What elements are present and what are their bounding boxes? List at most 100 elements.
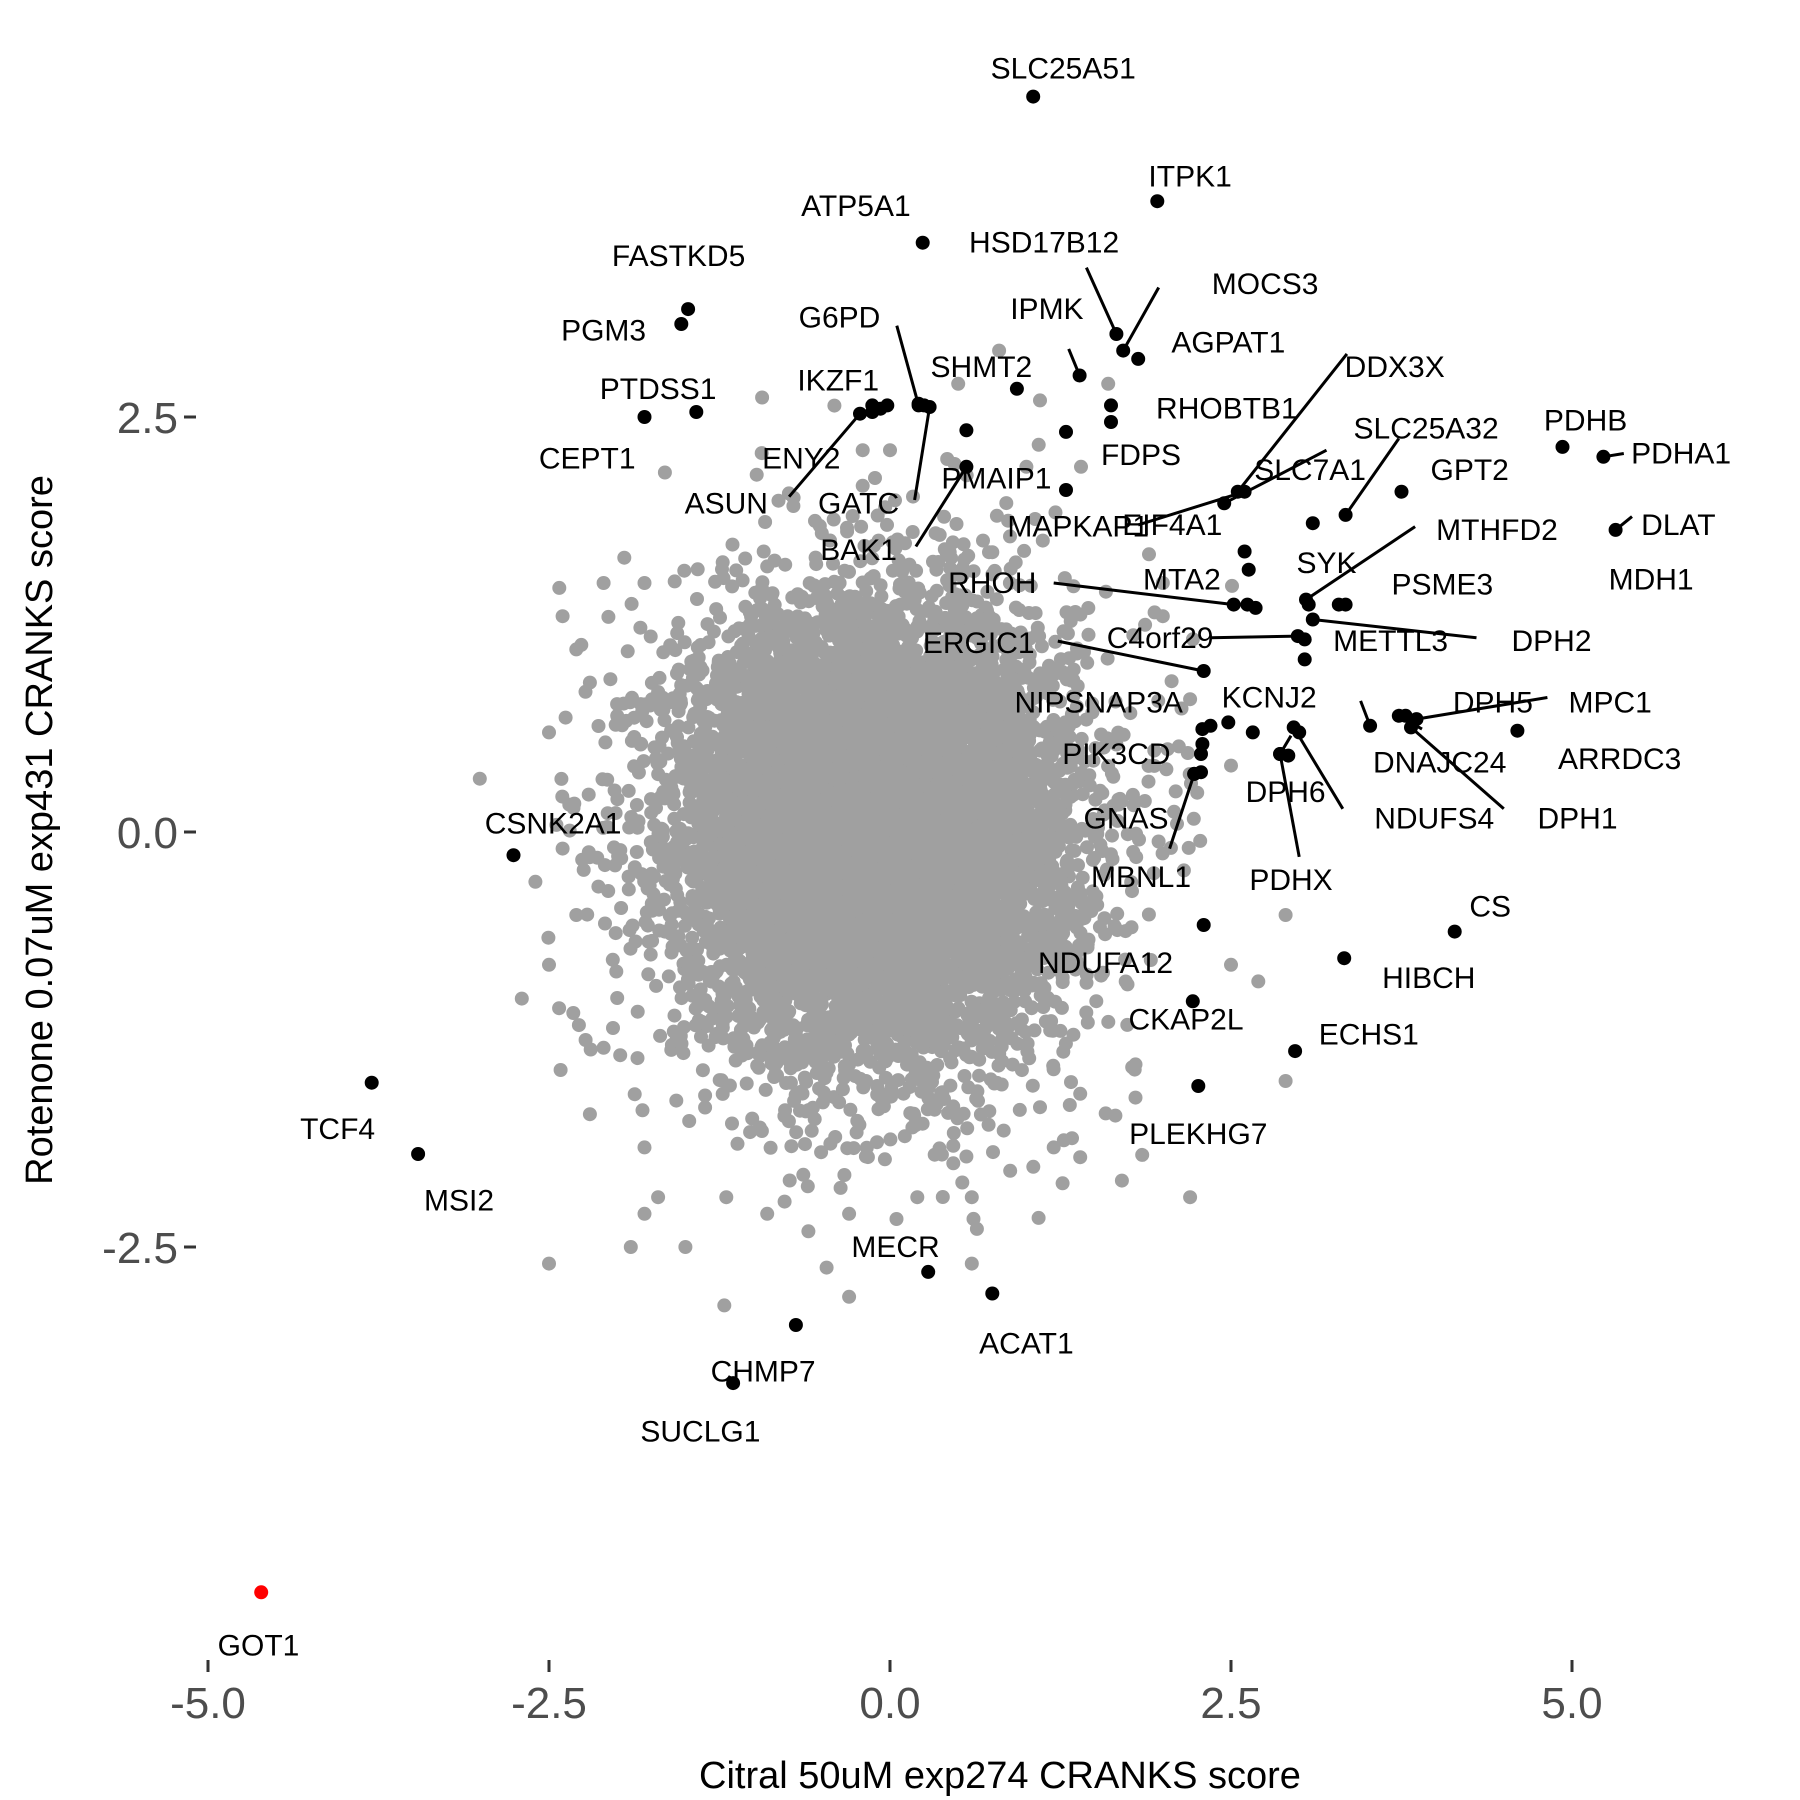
background-point bbox=[758, 515, 773, 529]
background-point bbox=[853, 554, 868, 569]
background-point bbox=[581, 787, 596, 802]
background-point bbox=[656, 645, 671, 660]
background-point bbox=[629, 798, 644, 812]
background-point bbox=[695, 1063, 710, 1078]
background-point bbox=[1094, 727, 1109, 742]
background-point bbox=[649, 978, 664, 993]
background-point bbox=[778, 557, 793, 572]
background-point bbox=[905, 525, 920, 539]
background-point bbox=[826, 556, 840, 571]
background-point bbox=[623, 941, 638, 956]
background-point bbox=[784, 1139, 799, 1154]
background-point bbox=[541, 930, 556, 945]
background-point bbox=[955, 1175, 970, 1190]
background-point bbox=[999, 496, 1014, 511]
background-point bbox=[1108, 694, 1123, 709]
background-point bbox=[666, 1024, 681, 1039]
background-point bbox=[1106, 769, 1121, 784]
background-point bbox=[554, 771, 569, 786]
background-point bbox=[698, 1088, 713, 1103]
background-point bbox=[1155, 846, 1170, 861]
background-point bbox=[743, 1125, 758, 1140]
background-point bbox=[730, 1136, 745, 1151]
background-point bbox=[614, 901, 629, 915]
background-point bbox=[1002, 576, 1017, 590]
background-point bbox=[935, 1190, 950, 1204]
background-point bbox=[758, 1082, 773, 1097]
background-point bbox=[690, 562, 705, 577]
background-point bbox=[1012, 1102, 1027, 1117]
background-point bbox=[889, 1212, 904, 1226]
background-point bbox=[853, 1071, 868, 1086]
background-point bbox=[678, 918, 692, 933]
background-points-layer bbox=[472, 343, 1293, 1313]
background-point bbox=[691, 650, 706, 665]
background-point bbox=[571, 1018, 586, 1033]
background-point bbox=[641, 967, 656, 982]
background-point bbox=[598, 735, 613, 750]
background-point bbox=[797, 1070, 812, 1085]
background-point bbox=[745, 1111, 760, 1126]
background-point bbox=[937, 509, 952, 524]
background-point bbox=[1125, 787, 1140, 802]
background-point bbox=[833, 1180, 848, 1195]
background-point bbox=[1110, 906, 1125, 921]
background-point bbox=[906, 489, 920, 504]
background-point bbox=[961, 548, 976, 563]
background-point bbox=[669, 1093, 684, 1108]
background-point bbox=[1073, 1150, 1088, 1165]
background-point bbox=[946, 1099, 961, 1114]
background-point bbox=[956, 537, 971, 552]
background-point bbox=[677, 563, 692, 578]
background-point bbox=[981, 1117, 996, 1132]
background-point bbox=[682, 795, 697, 810]
background-point bbox=[598, 916, 612, 931]
background-point bbox=[946, 1126, 961, 1140]
background-point bbox=[681, 720, 696, 735]
background-point bbox=[472, 771, 487, 786]
background-point bbox=[690, 592, 704, 606]
background-point bbox=[553, 1063, 568, 1077]
background-point bbox=[685, 930, 700, 945]
background-point bbox=[1017, 543, 1032, 558]
background-point bbox=[789, 1125, 804, 1140]
background-point bbox=[1080, 655, 1095, 670]
background-point bbox=[1026, 1159, 1041, 1174]
background-point bbox=[1057, 571, 1072, 586]
background-point bbox=[1048, 505, 1063, 520]
background-point bbox=[1124, 920, 1139, 935]
background-point bbox=[630, 1051, 645, 1066]
background-point bbox=[620, 644, 635, 659]
background-point bbox=[1031, 437, 1046, 452]
background-point bbox=[552, 580, 567, 595]
background-point bbox=[1003, 1163, 1018, 1178]
background-point bbox=[700, 617, 715, 632]
background-point bbox=[624, 810, 639, 824]
background-point bbox=[756, 544, 771, 559]
background-point bbox=[891, 553, 906, 568]
background-point bbox=[622, 923, 637, 938]
background-point bbox=[698, 1100, 713, 1115]
background-point bbox=[555, 789, 570, 804]
background-point bbox=[1151, 834, 1166, 849]
background-point bbox=[606, 1021, 620, 1035]
background-point bbox=[609, 964, 624, 979]
background-point bbox=[641, 934, 656, 949]
background-point bbox=[657, 892, 671, 907]
background-point bbox=[717, 1298, 732, 1313]
background-point bbox=[960, 1121, 975, 1136]
background-point bbox=[845, 509, 860, 523]
background-point bbox=[1022, 1051, 1037, 1066]
background-point bbox=[1031, 1210, 1046, 1225]
background-point bbox=[996, 1123, 1011, 1138]
background-point bbox=[630, 1004, 645, 1019]
background-point bbox=[854, 519, 869, 534]
background-point bbox=[674, 991, 689, 1006]
background-point bbox=[1093, 783, 1108, 798]
background-point bbox=[1053, 694, 1067, 709]
background-point bbox=[613, 1048, 628, 1063]
background-point bbox=[1089, 889, 1104, 904]
background-point bbox=[668, 643, 683, 658]
background-point bbox=[629, 845, 644, 859]
